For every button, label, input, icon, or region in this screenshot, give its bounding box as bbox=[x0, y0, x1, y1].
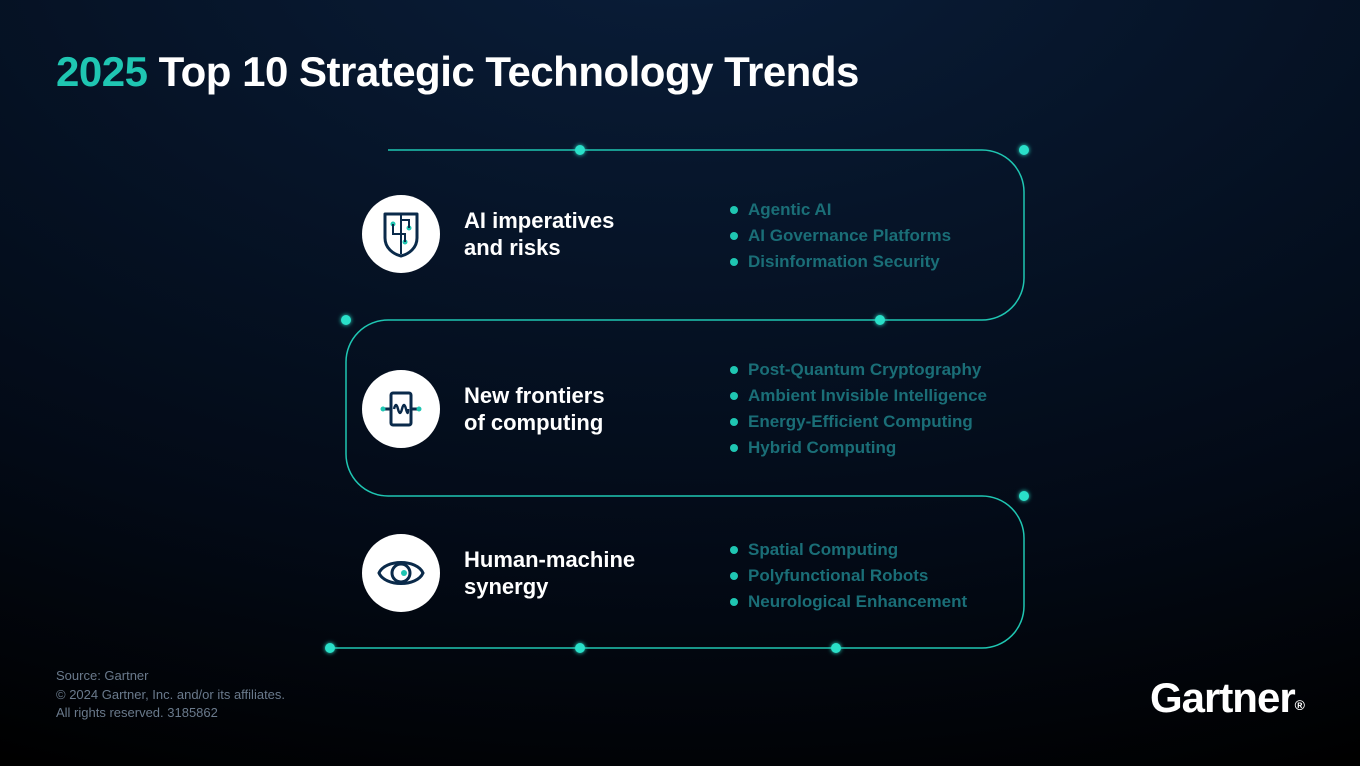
bullet-dot bbox=[730, 206, 738, 214]
trend-item-label: Ambient Invisible Intelligence bbox=[748, 386, 987, 406]
trend-item-label: Spatial Computing bbox=[748, 540, 898, 560]
title-rest: Top 10 Strategic Technology Trends bbox=[147, 48, 858, 95]
category-label-line: and risks bbox=[464, 234, 674, 262]
category-computing-items: Post-Quantum Cryptography Ambient Invisib… bbox=[730, 360, 987, 458]
trend-item-label: AI Governance Platforms bbox=[748, 226, 951, 246]
trend-item-label: Disinformation Security bbox=[748, 252, 940, 272]
eye-icon bbox=[375, 555, 427, 591]
trend-item-label: Neurological Enhancement bbox=[748, 592, 967, 612]
category-human-machine-items: Spatial Computing Polyfunctional Robots Ne… bbox=[730, 540, 967, 612]
trend-item: Polyfunctional Robots bbox=[730, 566, 967, 586]
bullet-dot bbox=[730, 232, 738, 240]
brand-logo: Gartner® bbox=[1150, 674, 1304, 722]
category-icon-circle bbox=[362, 195, 440, 273]
category-label-line: AI imperatives bbox=[464, 207, 674, 235]
bullet-dot bbox=[730, 444, 738, 452]
trend-item: AI Governance Platforms bbox=[730, 226, 951, 246]
category-label-line: of computing bbox=[464, 409, 674, 437]
category-ai-items: Agentic AI AI Governance Platforms Disinfo… bbox=[730, 200, 951, 272]
bullet-dot bbox=[730, 546, 738, 554]
trend-item-label: Hybrid Computing bbox=[748, 438, 896, 458]
registered-mark: ® bbox=[1295, 697, 1304, 713]
category-icon-circle bbox=[362, 370, 440, 448]
brand-text: Gartner bbox=[1150, 674, 1295, 721]
category-icon-circle bbox=[362, 534, 440, 612]
category-computing: New frontiers of computing bbox=[362, 370, 674, 448]
bullet-dot bbox=[730, 598, 738, 606]
page-title: 2025 Top 10 Strategic Technology Trends bbox=[56, 48, 859, 96]
trend-item: Neurological Enhancement bbox=[730, 592, 967, 612]
bullet-dot bbox=[730, 572, 738, 580]
trend-item: Energy-Efficient Computing bbox=[730, 412, 987, 432]
category-human-machine: Human-machine synergy bbox=[362, 534, 674, 612]
trend-item: Disinformation Security bbox=[730, 252, 951, 272]
trend-item-label: Polyfunctional Robots bbox=[748, 566, 928, 586]
category-label: Human-machine synergy bbox=[464, 546, 674, 601]
trend-item: Ambient Invisible Intelligence bbox=[730, 386, 987, 406]
category-label-line: New frontiers bbox=[464, 382, 674, 410]
shield-circuit-icon bbox=[379, 210, 423, 258]
category-label-line: synergy bbox=[464, 573, 674, 601]
trend-item-label: Agentic AI bbox=[748, 200, 831, 220]
trend-item: Agentic AI bbox=[730, 200, 951, 220]
footer-line: Source: Gartner bbox=[56, 667, 285, 685]
category-label: New frontiers of computing bbox=[464, 382, 674, 437]
footer-attribution: Source: Gartner © 2024 Gartner, Inc. and… bbox=[56, 667, 285, 722]
trend-item: Spatial Computing bbox=[730, 540, 967, 560]
title-year: 2025 bbox=[56, 48, 147, 95]
trend-item: Post-Quantum Cryptography bbox=[730, 360, 987, 380]
footer-line: © 2024 Gartner, Inc. and/or its affiliat… bbox=[56, 686, 285, 704]
bullet-dot bbox=[730, 418, 738, 426]
bullet-dot bbox=[730, 366, 738, 374]
chip-wave-icon bbox=[377, 387, 425, 431]
trend-item: Hybrid Computing bbox=[730, 438, 987, 458]
category-label: AI imperatives and risks bbox=[464, 207, 674, 262]
footer-line: All rights reserved. 3185862 bbox=[56, 704, 285, 722]
category-label-line: Human-machine bbox=[464, 546, 674, 574]
category-ai: AI imperatives and risks bbox=[362, 195, 674, 273]
trend-item-label: Energy-Efficient Computing bbox=[748, 412, 973, 432]
trend-item-label: Post-Quantum Cryptography bbox=[748, 360, 981, 380]
bullet-dot bbox=[730, 258, 738, 266]
background bbox=[0, 0, 1360, 766]
bullet-dot bbox=[730, 392, 738, 400]
